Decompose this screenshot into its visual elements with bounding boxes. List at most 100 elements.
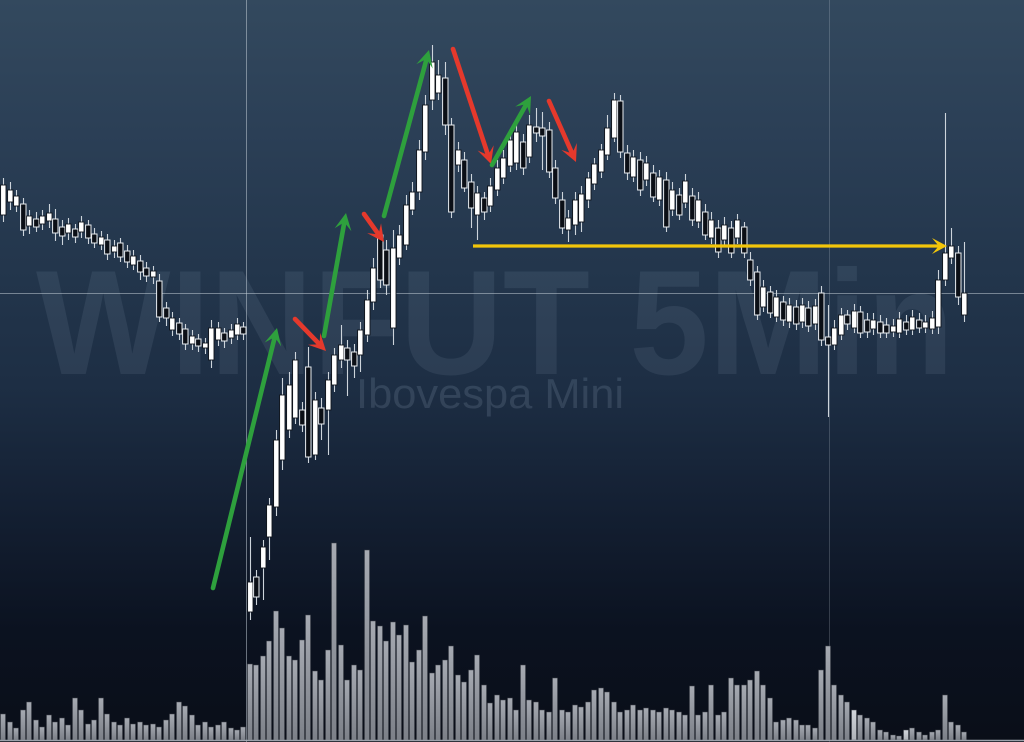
candle-up — [364, 290, 371, 342]
candle-body — [747, 259, 754, 281]
candle-body — [682, 180, 689, 204]
volume-bar — [552, 677, 558, 741]
volume-bar — [195, 724, 201, 741]
candle-up — [338, 325, 345, 368]
candle-up — [870, 313, 877, 335]
volume-bar — [351, 664, 357, 741]
volume-bar — [864, 717, 870, 741]
candle-down — [468, 174, 475, 228]
candle-up — [942, 113, 949, 286]
candle-body — [124, 250, 131, 263]
candle-down — [163, 302, 170, 326]
arrowhead — [515, 96, 531, 115]
candle-body — [0, 184, 7, 216]
candle-body — [208, 327, 215, 361]
candle-body — [130, 255, 137, 266]
candle-body — [578, 193, 585, 223]
volume-bar — [59, 717, 65, 741]
arrow-shaft — [546, 98, 575, 156]
candle-body — [442, 77, 449, 126]
volume-bar — [695, 714, 701, 741]
candle-up — [831, 320, 838, 350]
candle-down — [715, 220, 722, 258]
candle-up — [961, 242, 968, 322]
volume-bar — [448, 645, 454, 741]
candle-down — [767, 286, 774, 318]
volume-bar — [780, 719, 786, 741]
volume-bar — [844, 701, 850, 741]
volume-bar — [754, 670, 760, 741]
candle-up — [578, 186, 585, 232]
candle-down — [383, 240, 390, 295]
candle-body — [565, 217, 572, 231]
candle-body — [305, 366, 312, 458]
volume-bars — [0, 542, 967, 741]
candle-down — [240, 322, 247, 340]
trend-arrow-down — [546, 98, 577, 162]
volume-bar — [117, 724, 123, 741]
candle-down — [156, 274, 163, 322]
volume-bar — [208, 726, 214, 741]
candle-up — [643, 156, 650, 186]
candle-down — [546, 122, 553, 178]
candle-down — [85, 220, 92, 244]
volume-bar — [838, 694, 844, 741]
candle-down — [481, 192, 488, 220]
volume-bar — [831, 684, 837, 741]
volume-bar — [247, 663, 253, 741]
candle-up — [708, 212, 715, 244]
volume-bar — [669, 709, 675, 741]
candle-body — [793, 306, 800, 325]
watermark: WINFUT 5Min Ibovespa Mini — [36, 239, 954, 417]
candle-body — [435, 74, 442, 94]
candle-down — [195, 334, 202, 352]
candle-up — [202, 338, 209, 354]
trend-arrows — [210, 46, 577, 591]
volume-bar — [390, 621, 396, 741]
volume-bar — [955, 724, 961, 741]
candle-body — [59, 226, 66, 237]
volume-bar — [182, 705, 188, 741]
candle-body — [857, 311, 864, 334]
candle-down — [689, 188, 696, 226]
candle-body — [598, 149, 605, 173]
candle-down — [52, 209, 59, 241]
candle-down — [318, 398, 325, 440]
candle-up — [39, 210, 46, 230]
candle-up — [370, 258, 377, 310]
candle-body — [33, 218, 40, 228]
candle-body — [708, 219, 715, 239]
candle-body — [890, 325, 897, 333]
volume-bar — [942, 694, 948, 741]
volume-bar — [46, 714, 52, 741]
volume-bar — [526, 699, 532, 741]
volume-bar — [676, 711, 682, 741]
candle-body — [169, 317, 176, 331]
candle-body — [156, 280, 163, 318]
candle-up — [169, 312, 176, 336]
volume-bar — [91, 719, 97, 741]
candle-down — [955, 246, 962, 305]
volume-bar — [883, 731, 889, 741]
candle-down — [344, 340, 351, 396]
volume-bar — [26, 701, 32, 741]
volume-bar — [318, 679, 324, 741]
candle-body — [228, 329, 235, 339]
candle-body — [539, 127, 546, 137]
candle-body — [240, 326, 247, 335]
candle-down — [552, 160, 559, 204]
candle-body — [916, 319, 923, 329]
candle-down — [253, 570, 260, 605]
volume-bar — [286, 655, 292, 741]
volume-bar — [325, 649, 331, 741]
candle-up — [507, 132, 514, 172]
volume-bar — [909, 727, 915, 741]
candle-body — [215, 327, 222, 341]
candle-body — [364, 299, 371, 336]
candle-body — [318, 407, 325, 425]
candle-up — [682, 174, 689, 208]
candle-up — [331, 348, 338, 392]
candle-up — [130, 250, 137, 270]
